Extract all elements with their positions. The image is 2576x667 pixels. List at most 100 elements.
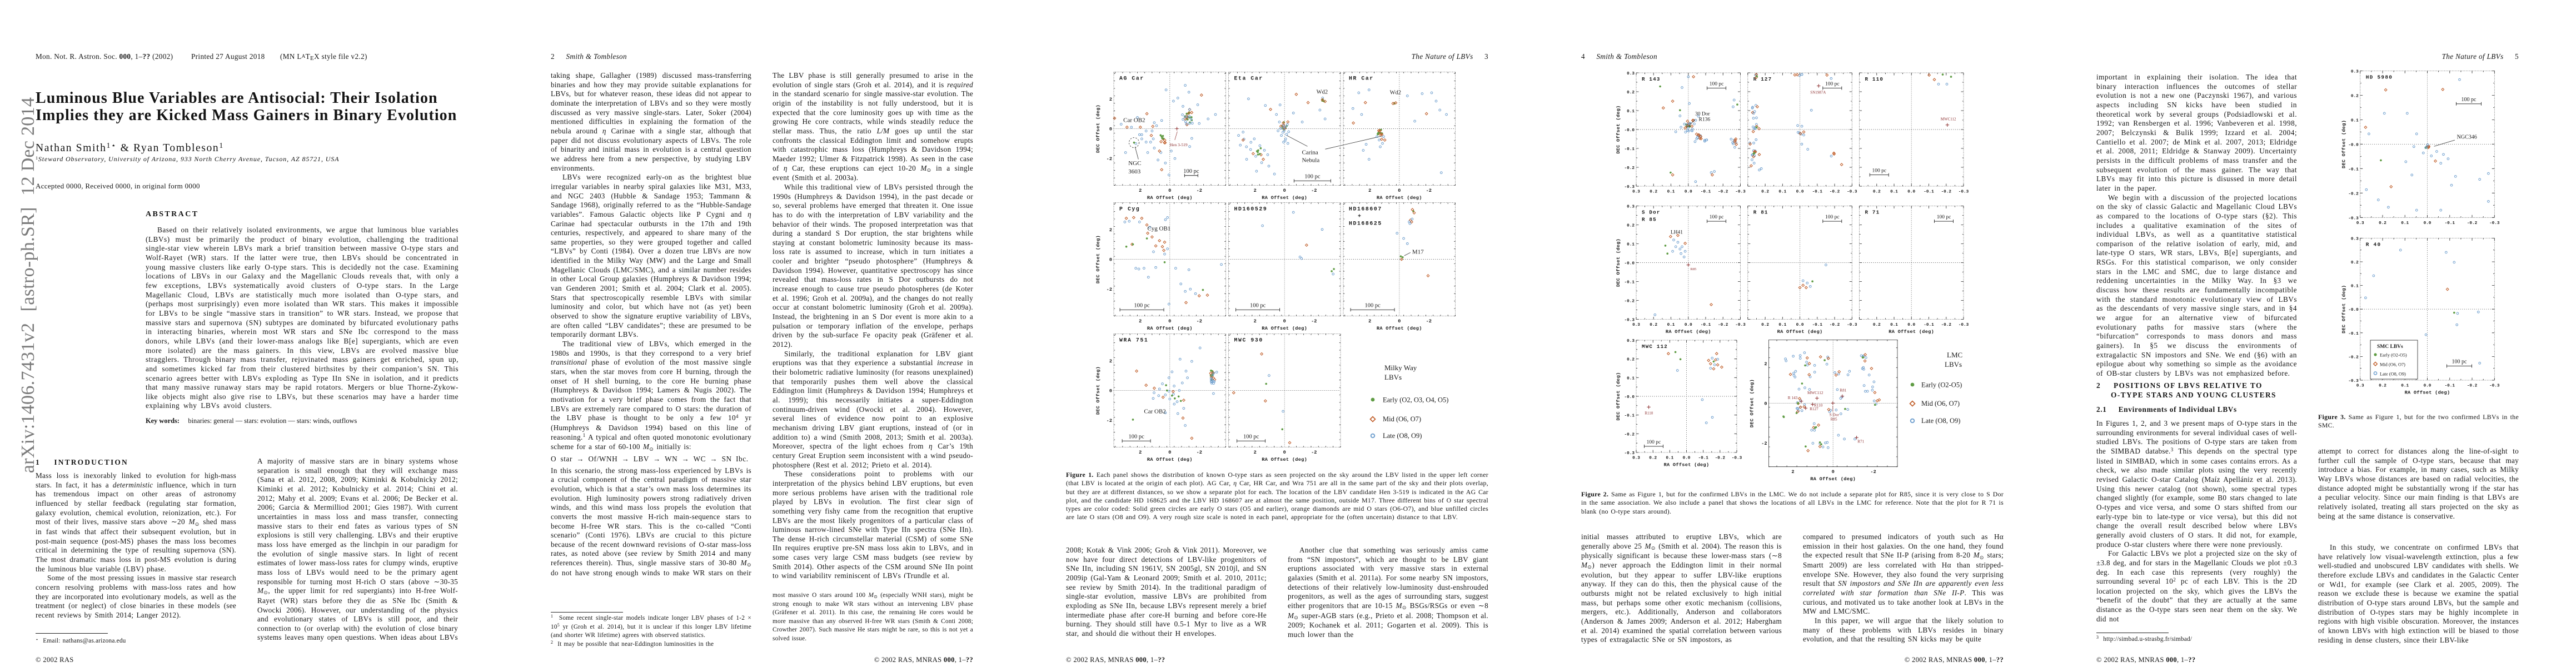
svg-text:0.1: 0.1 xyxy=(1627,243,1635,247)
svg-text:0.3: 0.3 xyxy=(2356,221,2364,226)
svg-text:Early (O2-O5): Early (O2-O5) xyxy=(1921,381,1962,389)
svg-text:0.3: 0.3 xyxy=(2351,69,2359,74)
svg-text:-0.3: -0.3 xyxy=(2489,384,2500,389)
svg-text:-0.2: -0.2 xyxy=(2467,221,2478,226)
svg-text:R 143: R 143 xyxy=(1642,76,1661,82)
svg-text:-0.1: -0.1 xyxy=(1812,323,1823,327)
svg-text:2: 2 xyxy=(1791,469,1794,475)
svg-text:WRA 751: WRA 751 xyxy=(1119,337,1148,344)
svg-text:2: 2 xyxy=(1368,188,1371,193)
svg-text:0.2: 0.2 xyxy=(1650,323,1657,327)
svg-text:Mid (O6, O7): Mid (O6, O7) xyxy=(1383,415,1421,423)
svg-text:-0.3: -0.3 xyxy=(1847,323,1857,327)
svg-text:R 81: R 81 xyxy=(1753,210,1768,216)
svg-text:RA Offset (deg): RA Offset (deg) xyxy=(1810,476,1856,482)
svg-text:0.1: 0.1 xyxy=(2401,384,2409,389)
svg-text:0.3: 0.3 xyxy=(2356,384,2364,389)
svg-text:DEC Offset (deg): DEC Offset (deg) xyxy=(1095,366,1101,415)
svg-text:0.2: 0.2 xyxy=(2379,384,2386,389)
svg-text:DEC Offset (deg): DEC Offset (deg) xyxy=(1095,235,1101,283)
svg-text:R 40: R 40 xyxy=(2366,241,2381,247)
svg-text:0.3: 0.3 xyxy=(1627,205,1635,210)
svg-text:-2: -2 xyxy=(1107,287,1112,292)
svg-text:SN1987A: SN1987A xyxy=(1810,91,1826,95)
svg-text:DEC Offset (deg): DEC Offset (deg) xyxy=(2341,285,2347,334)
svg-text:R 127: R 127 xyxy=(1753,76,1772,82)
svg-text:0.3: 0.3 xyxy=(1627,72,1635,76)
svg-text:HR Car: HR Car xyxy=(1349,76,1374,82)
svg-text:0.1: 0.1 xyxy=(2401,221,2409,226)
svg-text:Late (O8, O9): Late (O8, O9) xyxy=(1921,417,1960,425)
svg-text:0.0: 0.0 xyxy=(1683,456,1691,461)
svg-text:0.3: 0.3 xyxy=(1632,323,1640,327)
svg-text:-0.2: -0.2 xyxy=(1625,166,1635,171)
svg-text:0.3: 0.3 xyxy=(1627,339,1635,344)
svg-text:S Dor: S Dor xyxy=(1830,412,1840,417)
svg-text:-0.2: -0.2 xyxy=(1830,323,1840,327)
svg-text:0.2: 0.2 xyxy=(1873,190,1881,195)
svg-text:NGC: NGC xyxy=(1128,160,1141,167)
svg-text:-0.0: -0.0 xyxy=(1625,262,1635,266)
svg-text:100 pc: 100 pc xyxy=(1825,82,1840,87)
svg-text:R 143: R 143 xyxy=(1788,396,1798,400)
svg-text:0.2: 0.2 xyxy=(1761,323,1769,327)
svg-text:RA Offset (deg): RA Offset (deg) xyxy=(1262,326,1307,331)
svg-text:-2: -2 xyxy=(1197,188,1202,193)
svg-text:RA Offset (deg): RA Offset (deg) xyxy=(1777,329,1823,335)
svg-text:-0.3: -0.3 xyxy=(1625,318,1635,323)
svg-text:-0.3: -0.3 xyxy=(2348,216,2359,221)
svg-text:0: 0 xyxy=(1168,450,1171,455)
svg-text:R110: R110 xyxy=(1814,403,1823,407)
svg-text:Late (O8, O9): Late (O8, O9) xyxy=(1383,432,1422,440)
svg-text:0.0: 0.0 xyxy=(1685,323,1692,327)
svg-text:0.0: 0.0 xyxy=(2424,221,2431,226)
svg-text:LBVs: LBVs xyxy=(1945,360,1962,369)
svg-text:0.1: 0.1 xyxy=(1890,323,1898,327)
svg-text:0: 0 xyxy=(1168,188,1171,193)
svg-text:0.1: 0.1 xyxy=(1778,323,1786,327)
svg-text:0.1: 0.1 xyxy=(1627,109,1635,114)
svg-text:-0.3: -0.3 xyxy=(2489,221,2500,226)
svg-text:-2: -2 xyxy=(1197,318,1202,324)
svg-text:Mid (O6, O7): Mid (O6, O7) xyxy=(2380,362,2405,367)
svg-text:-0.3: -0.3 xyxy=(2348,379,2359,384)
svg-text:-0.3: -0.3 xyxy=(1735,323,1746,327)
svg-text:-2: -2 xyxy=(1426,318,1432,324)
svg-text:-2: -2 xyxy=(1107,156,1112,162)
svg-text:RA Offset (deg): RA Offset (deg) xyxy=(1664,462,1710,468)
svg-text:100 pc: 100 pc xyxy=(1710,215,1724,220)
svg-text:0: 0 xyxy=(1109,389,1112,394)
svg-text:SMC LBVs: SMC LBVs xyxy=(2377,344,2403,350)
svg-text:LMC: LMC xyxy=(1947,351,1962,359)
svg-text:LBVs: LBVs xyxy=(1384,373,1402,381)
svg-text:R81: R81 xyxy=(1840,388,1846,392)
svg-text:2: 2 xyxy=(1109,359,1112,364)
svg-text:Early (O2-O5): Early (O2-O5) xyxy=(2380,353,2407,358)
svg-text:Milky Way: Milky Way xyxy=(1384,364,1417,372)
svg-text:MWC112: MWC112 xyxy=(1807,391,1823,395)
svg-text:0.1: 0.1 xyxy=(1627,376,1635,381)
svg-text:Hen 3-519: Hen 3-519 xyxy=(1170,142,1188,147)
svg-text:RA Offset (deg): RA Offset (deg) xyxy=(1262,457,1307,462)
svg-text:100 pc: 100 pc xyxy=(1243,434,1259,440)
svg-text:-0.3: -0.3 xyxy=(1732,456,1742,461)
svg-text:0.2: 0.2 xyxy=(1627,91,1635,95)
svg-text:2: 2 xyxy=(1139,450,1142,455)
svg-text:100 pc: 100 pc xyxy=(1304,173,1321,180)
svg-text:-0.0: -0.0 xyxy=(2348,143,2359,147)
svg-text:HD168625: HD168625 xyxy=(1349,221,1382,227)
svg-text:0.1: 0.1 xyxy=(1778,190,1786,195)
svg-text:0.2: 0.2 xyxy=(1627,224,1635,228)
svg-text:-0.3: -0.3 xyxy=(1735,190,1746,195)
svg-text:-0.0: -0.0 xyxy=(1625,128,1635,133)
svg-text:100 pc: 100 pc xyxy=(1825,215,1840,220)
svg-text:30 Dor: 30 Dor xyxy=(1695,112,1710,117)
svg-text:-0.2: -0.2 xyxy=(2348,355,2359,360)
svg-text:3603: 3603 xyxy=(1128,168,1141,175)
svg-text:0.2: 0.2 xyxy=(1627,358,1635,362)
svg-text:0.1: 0.1 xyxy=(2351,118,2359,123)
svg-text:RA Offset (deg): RA Offset (deg) xyxy=(1147,195,1193,201)
svg-text:0.0: 0.0 xyxy=(1796,323,1804,327)
svg-text:R 85: R 85 xyxy=(1642,217,1657,223)
svg-text:0.1: 0.1 xyxy=(1667,323,1675,327)
